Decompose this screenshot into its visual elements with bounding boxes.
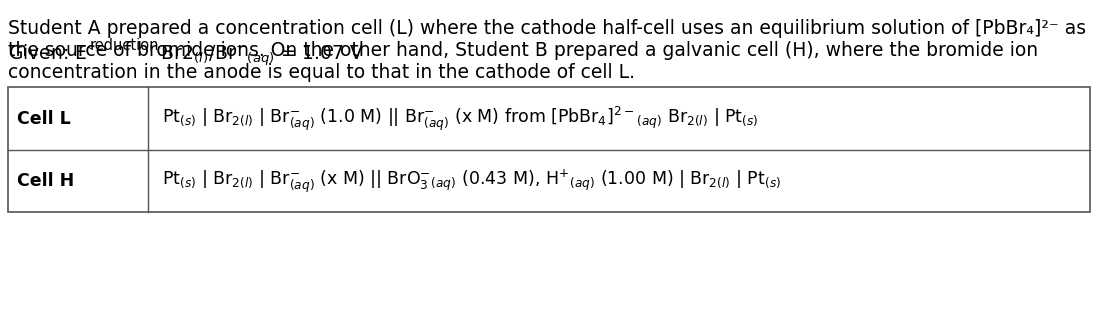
Text: Given: E$^{\circ}$: Given: E$^{\circ}$ xyxy=(8,44,95,63)
Text: concentration in the anode is equal to that in the cathode of cell L.: concentration in the anode is equal to t… xyxy=(8,63,635,82)
Bar xyxy=(8,87,1090,212)
Text: Student A prepared a concentration cell (L) where the cathode half-cell uses an : Student A prepared a concentration cell … xyxy=(8,19,1086,38)
Text: Br2$_{(l)}$/Br$^{-}$$_{(aq)}$ = 1.07 V: Br2$_{(l)}$/Br$^{-}$$_{(aq)}$ = 1.07 V xyxy=(155,44,364,68)
Text: Cell H: Cell H xyxy=(17,172,74,190)
Text: Pt$_{(s)}$ | Br$_{2(l)}$ | Br$^{-}_{(aq)}$ (1.0 M) || Br$^{-}_{(aq)}$ (x M) from: Pt$_{(s)}$ | Br$_{2(l)}$ | Br$^{-}_{(aq)… xyxy=(162,104,759,133)
Text: reduction: reduction xyxy=(90,38,160,53)
Text: the source of bromide ions. On the other hand, Student B prepared a galvanic cel: the source of bromide ions. On the other… xyxy=(8,41,1038,60)
Text: Pt$_{(s)}$ | Br$_{2(l)}$ | Br$^{-}_{(aq)}$ (x M) || BrO$_3^{-}$$_{(aq)}$ (0.43 M: Pt$_{(s)}$ | Br$_{2(l)}$ | Br$^{-}_{(aq)… xyxy=(162,167,781,195)
Text: Cell L: Cell L xyxy=(17,110,70,128)
